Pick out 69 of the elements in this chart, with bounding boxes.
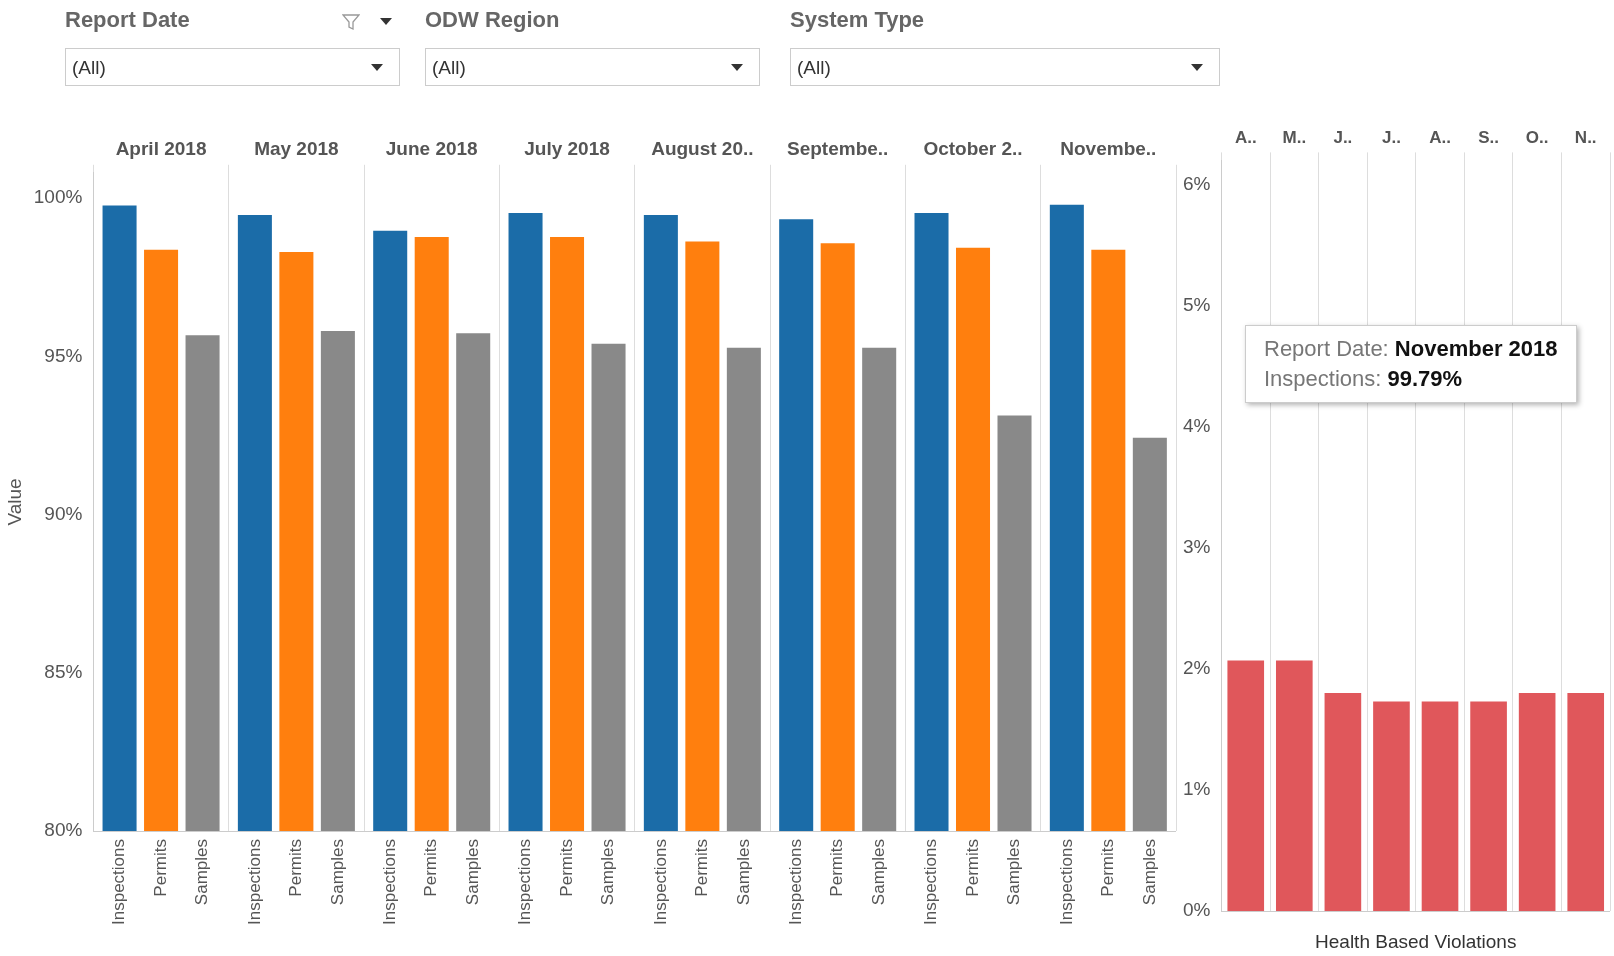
y-tick-label: 0% [1182, 899, 1211, 921]
series-label: Inspections [650, 839, 670, 925]
text: Inspections [785, 839, 805, 925]
bar [1518, 693, 1556, 911]
text: (All) [790, 48, 1220, 86]
x-tick-label: S.. [1478, 127, 1499, 147]
x-tick-label: J.. [1381, 127, 1401, 147]
y-axis-title: Value [3, 478, 25, 526]
x-tick-label: June 2018 [385, 137, 478, 159]
text: Inspections [515, 839, 535, 925]
text: Inspections [109, 839, 129, 925]
bar [1324, 693, 1362, 911]
y-tick-label: 4% [1182, 414, 1211, 436]
text: Report Date [65, 6, 191, 34]
text: (All) [65, 48, 400, 86]
y-tick-label: 90% [44, 502, 83, 524]
x-tick-label: J.. [1333, 127, 1353, 147]
x-tick-label: August 20.. [651, 137, 754, 159]
bar [1227, 660, 1265, 911]
y-tick-label: 3% [1182, 536, 1211, 558]
series-label: Samples [733, 839, 753, 906]
x-tick-label: A.. [1429, 127, 1451, 147]
text: Samples [192, 839, 212, 906]
text: Inspections [1056, 839, 1076, 925]
text: Inspections [379, 839, 399, 925]
text: Inspections [244, 839, 264, 925]
x-tick-label: May 2018 [254, 137, 339, 159]
text: Inspections [921, 839, 941, 925]
bar [1275, 660, 1313, 911]
annotation: Report Date: November 2018 Inspections: 99.79% [1245, 325, 1577, 403]
bar [1470, 701, 1507, 911]
bar [1567, 693, 1605, 911]
x-tick-label: O.. [1525, 127, 1549, 147]
y-tick-label: 5% [1182, 293, 1211, 315]
text: ODW Region [425, 6, 561, 34]
x-axis-title: Health Based Violations [1315, 930, 1517, 952]
text: Permits [556, 839, 576, 897]
x-tick-label: Novembe.. [1060, 137, 1157, 159]
x-tick-label: Septembe.. [787, 137, 889, 159]
y-tick-label: 95% [44, 344, 83, 366]
text: Samples [598, 839, 618, 906]
y-tick-label: 80% [44, 819, 83, 841]
x-tick-label: A.. [1234, 127, 1257, 147]
text: Samples [327, 839, 347, 906]
x-tick-label: October 2.. [923, 137, 1023, 159]
text: Permits [827, 839, 847, 897]
series-label: Permits [692, 839, 712, 897]
text: Samples [868, 839, 888, 906]
y-tick-label: 6% [1182, 172, 1211, 194]
y-tick-label: 100% [33, 186, 83, 208]
bar [1373, 701, 1410, 911]
text: Permits [962, 839, 982, 897]
text: Permits [150, 839, 170, 897]
text: Samples [1004, 839, 1024, 906]
text: (All) [425, 48, 760, 86]
text: System Type [790, 6, 926, 34]
text: Samples [1139, 839, 1159, 906]
text: Permits [286, 839, 306, 897]
text: Samples [462, 839, 482, 906]
y-tick-label: 1% [1182, 778, 1211, 800]
y-tick-label: 2% [1182, 657, 1211, 679]
bar [1421, 701, 1459, 911]
x-tick-label: N.. [1574, 127, 1597, 147]
text: Permits [1098, 839, 1118, 897]
text: Permits [421, 839, 441, 897]
x-tick-label: July 2018 [524, 137, 610, 159]
y-tick-label: 85% [44, 661, 83, 683]
x-tick-label: M.. [1282, 127, 1307, 147]
x-tick-label: April 2018 [115, 137, 207, 159]
